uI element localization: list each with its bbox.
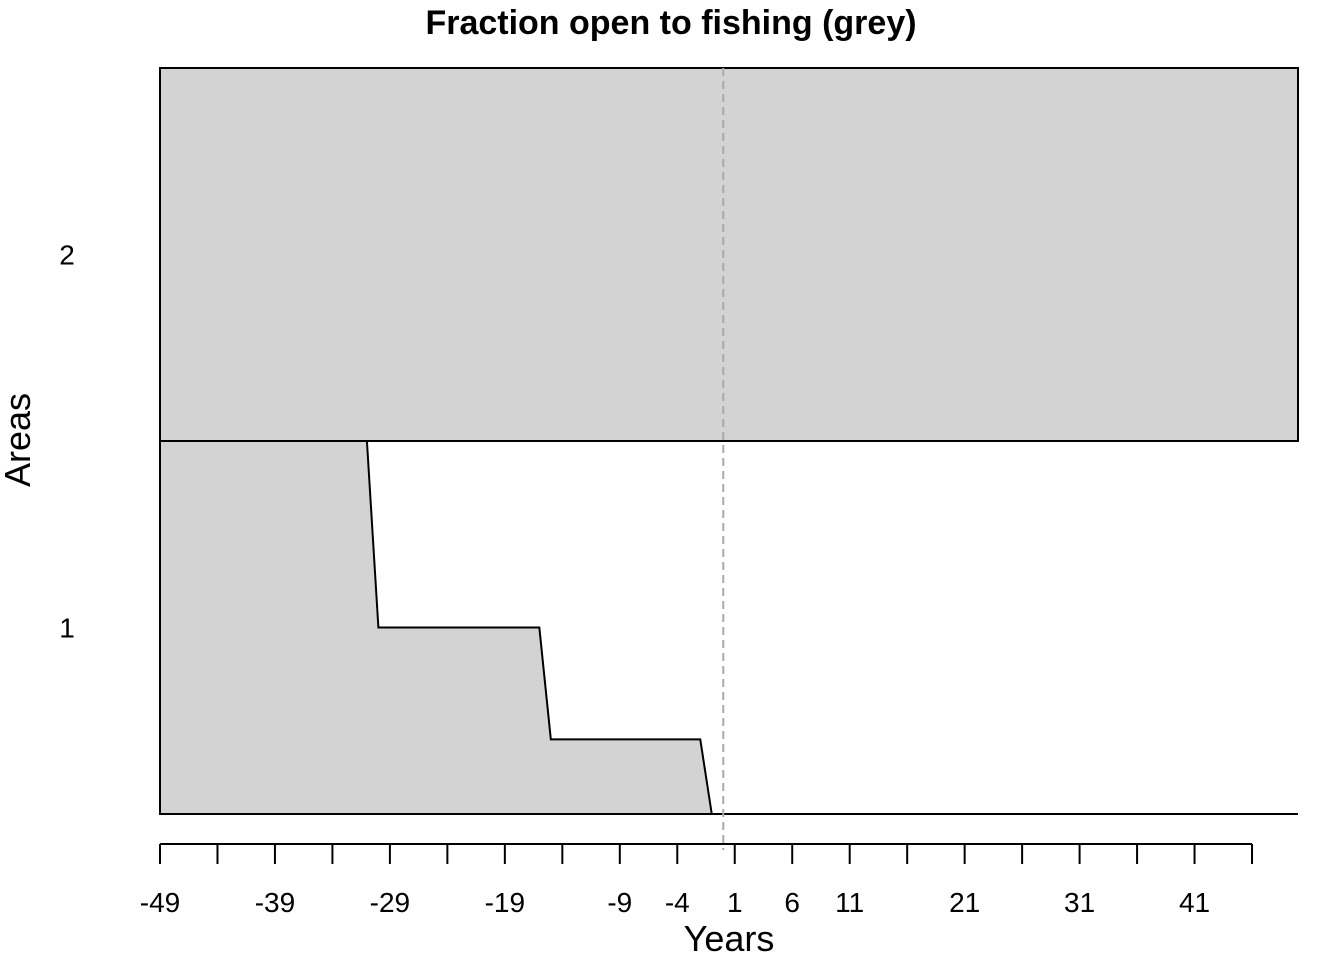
x-tick-label: -39 [255,887,295,918]
area-2-open-fraction [159,67,1299,442]
x-tick-label: 21 [949,887,980,918]
y-category-label: 1 [59,613,75,644]
x-tick-label: -29 [370,887,410,918]
x-tick-label: -49 [140,887,180,918]
chart-title: Fraction open to fishing (grey) [425,4,916,42]
x-tick-label: 6 [784,887,800,918]
x-tick-label: -4 [665,887,690,918]
x-tick-label: 1 [727,887,743,918]
x-axis: -49 -39 -29 -19 -9 -4 1 6 11 21 31 41 [140,843,1254,918]
x-tick-label: 41 [1179,887,1210,918]
y-category-label: 2 [59,240,75,271]
x-tick-label: -9 [607,887,632,918]
x-tick-label: 31 [1064,887,1095,918]
y-axis: 12 [59,240,75,644]
plot-area [159,67,1299,850]
area-1-open-fraction [159,440,1298,815]
x-tick-label: -19 [485,887,525,918]
x-axis-label: Years [684,918,775,959]
y-axis-label: Areas [0,393,38,487]
x-tick-label: 11 [835,887,864,918]
